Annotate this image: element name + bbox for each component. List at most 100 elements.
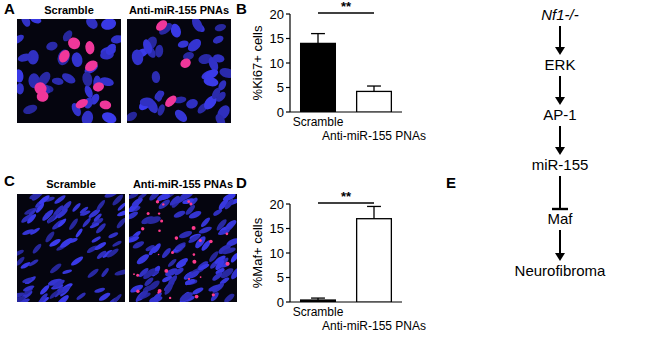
error-bar-stem (373, 206, 374, 218)
nucleus (86, 267, 99, 279)
nucleus (160, 247, 172, 260)
nucleus (115, 217, 125, 230)
nucleus (146, 215, 162, 226)
stained-spot (158, 212, 160, 214)
edge-arrowhead (555, 47, 565, 55)
nucleus (100, 19, 117, 31)
nucleus (130, 196, 144, 208)
nucleus (158, 194, 171, 201)
nucleus (113, 293, 123, 302)
nucleus (53, 194, 66, 205)
nucleus (20, 19, 33, 28)
nucleus (17, 83, 24, 95)
stained-spot (212, 293, 215, 296)
nucleus (48, 290, 59, 300)
nucleus (184, 204, 196, 217)
nucleus (138, 289, 149, 300)
panel-label: B (236, 0, 247, 17)
nucleus (108, 231, 119, 239)
stained-nucleus (92, 81, 105, 93)
pathway-node: miR-155 (532, 156, 589, 173)
nucleus (197, 262, 210, 271)
nucleus (221, 246, 236, 255)
stained-spot (136, 290, 139, 293)
nucleus (214, 23, 227, 33)
y-tick (286, 203, 290, 204)
nucleus (57, 217, 68, 228)
micrograph (17, 194, 125, 302)
y-tick (286, 38, 290, 39)
nucleus (51, 77, 64, 86)
image-title: Scramble (44, 4, 94, 16)
nucleus (178, 229, 193, 239)
activation-edge (555, 126, 565, 155)
bar (357, 91, 392, 112)
nucleus (106, 247, 120, 259)
nucleus (212, 34, 225, 45)
stained-spot (157, 292, 159, 294)
nucleus (208, 250, 220, 263)
bar (357, 219, 392, 302)
nucleus (28, 258, 39, 267)
nucleus (100, 110, 118, 123)
nucleus (155, 44, 164, 57)
nucleus (59, 236, 74, 249)
nucleus (200, 216, 212, 228)
stained-nucleus (57, 48, 72, 64)
micrograph (127, 19, 231, 123)
stained-spot (192, 226, 196, 230)
nucleus (129, 210, 139, 221)
nucleus (198, 225, 213, 235)
nucleus (152, 291, 163, 301)
nucleus (140, 97, 154, 106)
stained-nucleus (32, 80, 49, 97)
image-title: Anti-miR-155 PNAs (129, 4, 229, 16)
y-tick-label: 0 (277, 295, 284, 310)
nucleus (155, 90, 163, 102)
nucleus (215, 218, 228, 232)
nucleus (98, 291, 112, 302)
nucleus (185, 97, 199, 110)
nucleus (173, 209, 187, 219)
nucleus (182, 197, 195, 205)
error-bar-cap (367, 206, 381, 207)
nucleus (96, 249, 108, 260)
edge-bar (552, 208, 568, 210)
activation-edge (555, 76, 565, 105)
nucleus (135, 252, 150, 266)
nucleus (17, 255, 26, 266)
nucleus (38, 194, 51, 205)
nucleus (93, 212, 103, 222)
error-bar (311, 298, 325, 300)
nucleus (17, 33, 25, 46)
error-bar (311, 34, 325, 44)
nucleus (49, 262, 63, 275)
nucleus (93, 241, 107, 252)
nucleus (175, 243, 186, 251)
panel-label: D (236, 174, 247, 191)
stained-spot (136, 274, 139, 277)
nucleus (207, 283, 221, 293)
nucleus (70, 255, 85, 267)
stained-spot (158, 230, 161, 233)
error-bar-stem (373, 86, 374, 91)
nucleus (212, 53, 225, 63)
bar (301, 43, 336, 112)
nucleus (127, 110, 139, 123)
error-bar-cap (311, 33, 325, 34)
stained-nucleus (179, 57, 193, 70)
nucleus (177, 39, 189, 48)
y-tick-label: 10 (270, 56, 284, 71)
significance-label: ** (341, 0, 352, 14)
stained-spot (169, 297, 171, 299)
nucleus (174, 244, 186, 255)
stained-spot (199, 239, 202, 242)
nucleus (210, 86, 222, 100)
nucleus (229, 252, 237, 264)
activation-edge (555, 26, 565, 55)
error-bar (367, 206, 381, 218)
nucleus (62, 269, 73, 275)
y-tick (286, 228, 290, 229)
x-tick-label: Anti-miR-155 PNAs (322, 129, 426, 143)
y-tick-label: 15 (270, 31, 284, 46)
